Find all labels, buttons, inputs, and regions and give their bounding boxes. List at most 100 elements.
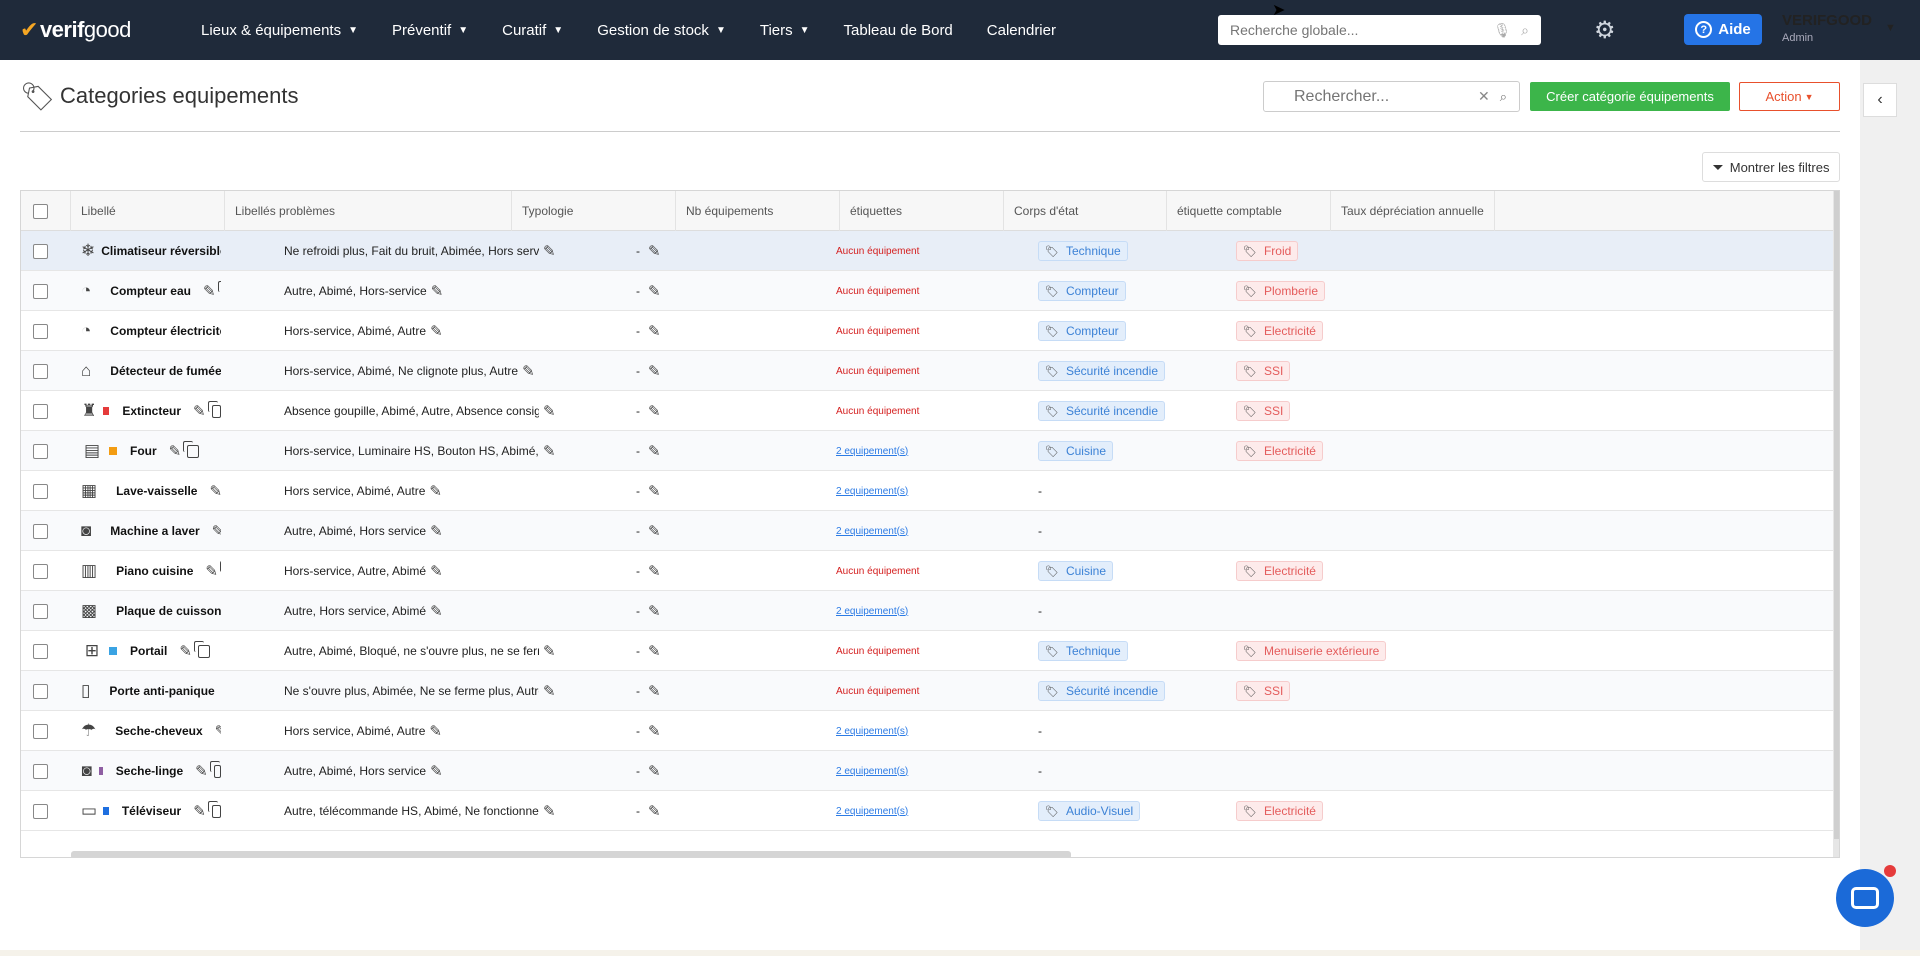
row-checkbox[interactable] (33, 563, 48, 579)
edit-icon[interactable]: ✎ (430, 563, 443, 580)
column-header-3[interactable]: Nb équipements (676, 191, 840, 231)
nav-item-2[interactable]: Curatif ▼ (502, 22, 563, 39)
action-dropdown-button[interactable]: Action ▼ (1739, 82, 1840, 111)
edit-icon[interactable]: ✎ (543, 683, 556, 700)
table-row[interactable]: ◙ Seche-linge ✎ Autre, Abimé, Hors service ✎… (21, 751, 1839, 791)
nav-item-6[interactable]: Calendrier (987, 22, 1056, 39)
nav-item-4[interactable]: Tiers ▼ (760, 22, 810, 39)
nb-equipements-value[interactable]: 2 equipement(s) (836, 485, 909, 497)
table-row[interactable]: ◔Compteur électricité✎Hors-service, Abim… (21, 311, 1839, 351)
edit-icon[interactable]: ✎ (543, 443, 556, 460)
vertical-scroll-thumb[interactable] (1834, 191, 1839, 839)
edit-icon[interactable]: ✎ (648, 243, 661, 260)
edit-icon[interactable]: ✎ (429, 723, 442, 740)
table-row[interactable]: ♜ Extincteur ✎ Absence goupille, Abimé, Aut… (21, 391, 1839, 431)
edit-icon[interactable]: ✎ (648, 403, 661, 420)
nb-equipements-value[interactable]: 2 equipement(s) (836, 725, 909, 737)
table-row[interactable]: ⌂Détecteur de fumée✎Hors-service, Abimé,… (21, 351, 1839, 391)
row-checkbox[interactable] (33, 323, 48, 339)
row-checkbox[interactable] (33, 803, 48, 819)
edit-icon[interactable]: ✎ (648, 763, 661, 780)
edit-icon[interactable]: ✎ (648, 803, 661, 820)
clear-icon[interactable]: ✕ (1477, 88, 1490, 104)
search-icon[interactable]: ⌕ (1521, 21, 1529, 38)
row-checkbox[interactable] (33, 603, 48, 619)
row-checkbox[interactable] (33, 483, 48, 499)
table-search-input[interactable] (1294, 87, 1478, 106)
copy-icon[interactable] (193, 640, 210, 658)
copy-icon[interactable] (183, 440, 200, 458)
brand-logo[interactable]: ✔ verif good (20, 17, 170, 43)
show-filters-button[interactable]: ⏷ Montrer les filtres (1702, 152, 1840, 182)
edit-icon[interactable]: ✎ (430, 523, 443, 540)
row-checkbox[interactable] (33, 403, 48, 419)
nav-item-3[interactable]: Gestion de stock ▼ (597, 22, 726, 39)
horizontal-scrollbar[interactable] (71, 851, 1071, 857)
column-header-0[interactable]: Libellé (71, 191, 225, 231)
row-checkbox[interactable] (33, 243, 48, 259)
edit-icon[interactable]: ✎ (430, 603, 443, 620)
nav-item-0[interactable]: Lieux & équipements ▼ (201, 22, 358, 39)
row-checkbox[interactable] (33, 643, 48, 659)
chat-button[interactable] (1836, 869, 1894, 927)
column-header-4[interactable]: étiquettes (840, 191, 1004, 231)
nb-equipements-value[interactable]: 2 equipement(s) (836, 805, 909, 817)
copy-icon[interactable] (209, 760, 221, 778)
column-header-7[interactable]: Taux dépréciation annuelle (1331, 191, 1495, 231)
gear-icon[interactable]: ⚙ (1594, 17, 1616, 44)
edit-icon[interactable]: ✎ (648, 603, 661, 620)
edit-icon[interactable]: ✎ (209, 483, 221, 500)
edit-icon[interactable]: ✎ (205, 563, 218, 580)
row-checkbox[interactable] (33, 683, 48, 699)
edit-icon[interactable]: ✎ (522, 363, 535, 380)
edit-icon[interactable]: ✎ (430, 763, 443, 780)
table-row[interactable]: ⊞ Portail ✎ Autre, Abimé, Bloqué, ne s'ouvr… (21, 631, 1839, 671)
edit-icon[interactable]: ✎ (648, 683, 661, 700)
table-row[interactable]: ☂Seche-cheveux✎Hors service, Abimé, Autr… (21, 711, 1839, 751)
table-row[interactable]: ▭ Téléviseur ✎ Autre, télécommande HS, Abim… (21, 791, 1839, 831)
nb-equipements-value[interactable]: 2 equipement(s) (836, 605, 909, 617)
edit-icon[interactable]: ✎ (543, 643, 556, 660)
edit-icon[interactable]: ✎ (430, 323, 443, 340)
nb-equipements-value[interactable]: 2 equipement(s) (836, 525, 909, 537)
nav-item-1[interactable]: Préventif ▼ (392, 22, 468, 39)
edit-icon[interactable]: ✎ (648, 283, 661, 300)
edit-icon[interactable]: ✎ (168, 443, 182, 460)
column-header-5[interactable]: Corps d'état (1004, 191, 1167, 231)
column-header-2[interactable]: Typologie (512, 191, 676, 231)
search-icon[interactable]: ⌕ (1499, 88, 1507, 104)
edit-icon[interactable]: ✎ (543, 403, 556, 420)
edit-icon[interactable]: ✎ (648, 723, 661, 740)
edit-icon[interactable]: ✎ (543, 803, 556, 820)
copy-icon[interactable] (207, 800, 221, 818)
table-row[interactable]: ▥ Piano cuisine ✎ Hors-service, Autre, Abim… (21, 551, 1839, 591)
row-checkbox[interactable] (33, 283, 48, 299)
row-checkbox[interactable] (33, 763, 48, 779)
microphone-icon[interactable]: 🎙 (1493, 21, 1512, 38)
table-row[interactable]: ▤ Four ✎ Hors-service, Luminaire HS, Bouton… (21, 431, 1839, 471)
edit-icon[interactable]: ✎ (648, 323, 661, 340)
collapse-panel-button[interactable]: ‹ (1863, 83, 1897, 117)
edit-icon[interactable]: ✎ (648, 563, 661, 580)
edit-icon[interactable]: ✎ (648, 443, 661, 460)
column-header-1[interactable]: Libellés problèmes (225, 191, 512, 231)
table-row[interactable]: ❄ Climatiseur réversible ✎ Ne refroidi plus… (21, 231, 1839, 271)
edit-icon[interactable]: ✎ (193, 403, 206, 420)
select-all-checkbox[interactable] (33, 203, 48, 219)
edit-icon[interactable]: ✎ (648, 643, 661, 660)
table-row[interactable]: ◙Machine a laver✎Autre, Abimé, Hors serv… (21, 511, 1839, 551)
help-button[interactable]: ? Aide (1684, 14, 1762, 45)
global-search-input[interactable] (1230, 22, 1484, 38)
copy-icon[interactable] (207, 400, 221, 418)
edit-icon[interactable]: ✎ (648, 483, 661, 500)
edit-icon[interactable]: ✎ (212, 522, 221, 540)
table-row[interactable]: ▦ Lave-vaisselle ✎ Hors service, Abimé, Aut… (21, 471, 1839, 511)
edit-icon[interactable]: ✎ (543, 243, 556, 260)
nb-equipements-value[interactable]: 2 equipement(s) (836, 765, 909, 777)
row-checkbox[interactable] (33, 723, 48, 739)
chevron-down-icon[interactable]: ▼ (1885, 22, 1896, 34)
edit-icon[interactable]: ✎ (179, 643, 192, 660)
create-category-button[interactable]: Créer catégorie équipements (1530, 82, 1730, 111)
edit-icon[interactable]: ✎ (430, 283, 444, 300)
edit-icon[interactable]: ✎ (648, 523, 661, 540)
